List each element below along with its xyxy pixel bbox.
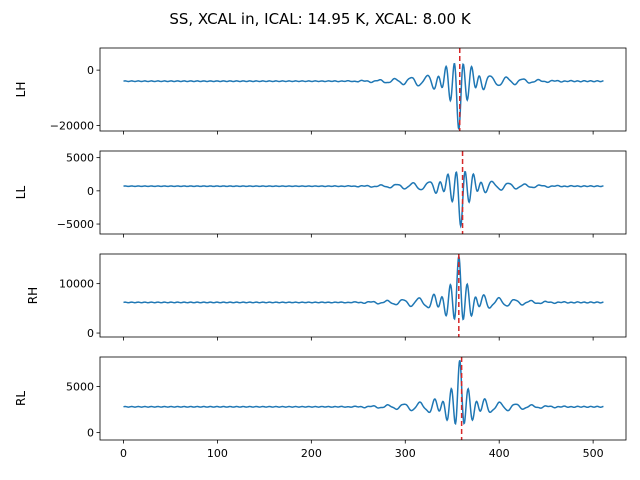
y-axis-label: RH	[26, 287, 40, 304]
y-tick-label: −5000	[57, 218, 94, 231]
y-tick-label: 5000	[66, 381, 94, 394]
y-tick-label: 0	[87, 427, 94, 440]
y-axis-label: LH	[14, 82, 28, 98]
y-tick-label: 0	[87, 64, 94, 77]
y-tick-label: 0	[87, 327, 94, 340]
x-tick-label: 400	[489, 447, 510, 460]
subplot-rl: 0 100 200 300 400 500 5000 0 RL	[14, 356, 627, 460]
x-tick-label: 100	[207, 447, 228, 460]
y-axis-label: RL	[14, 391, 28, 406]
subplot-lh: 0 −20000 LH	[14, 47, 627, 135]
subplot-ll: 5000 0 −5000 LL	[14, 150, 627, 238]
series-line-ll	[123, 170, 604, 229]
y-tick-label: 10000	[59, 278, 94, 291]
y-tick-label: 0	[87, 185, 94, 198]
x-tick-label: 300	[395, 447, 416, 460]
figure-title: SS, XCAL in, ICAL: 14.95 K, XCAL: 8.00 K	[169, 10, 472, 28]
x-tick-label: 0	[120, 447, 127, 460]
axes-frame	[99, 253, 627, 338]
axes-frame	[99, 150, 627, 235]
axes-frame	[99, 47, 627, 132]
y-tick-label: 5000	[66, 152, 94, 165]
x-tick-label: 500	[583, 447, 604, 460]
series-line-rh	[123, 255, 604, 321]
series-line-rl	[123, 360, 604, 426]
y-axis-label: LL	[14, 186, 28, 200]
series-line-lh	[123, 62, 604, 130]
axes-frame	[99, 356, 627, 441]
y-tick-label: −20000	[50, 119, 94, 132]
x-tick-label: 200	[301, 447, 322, 460]
subplot-rh: 10000 0 RH	[26, 253, 627, 341]
